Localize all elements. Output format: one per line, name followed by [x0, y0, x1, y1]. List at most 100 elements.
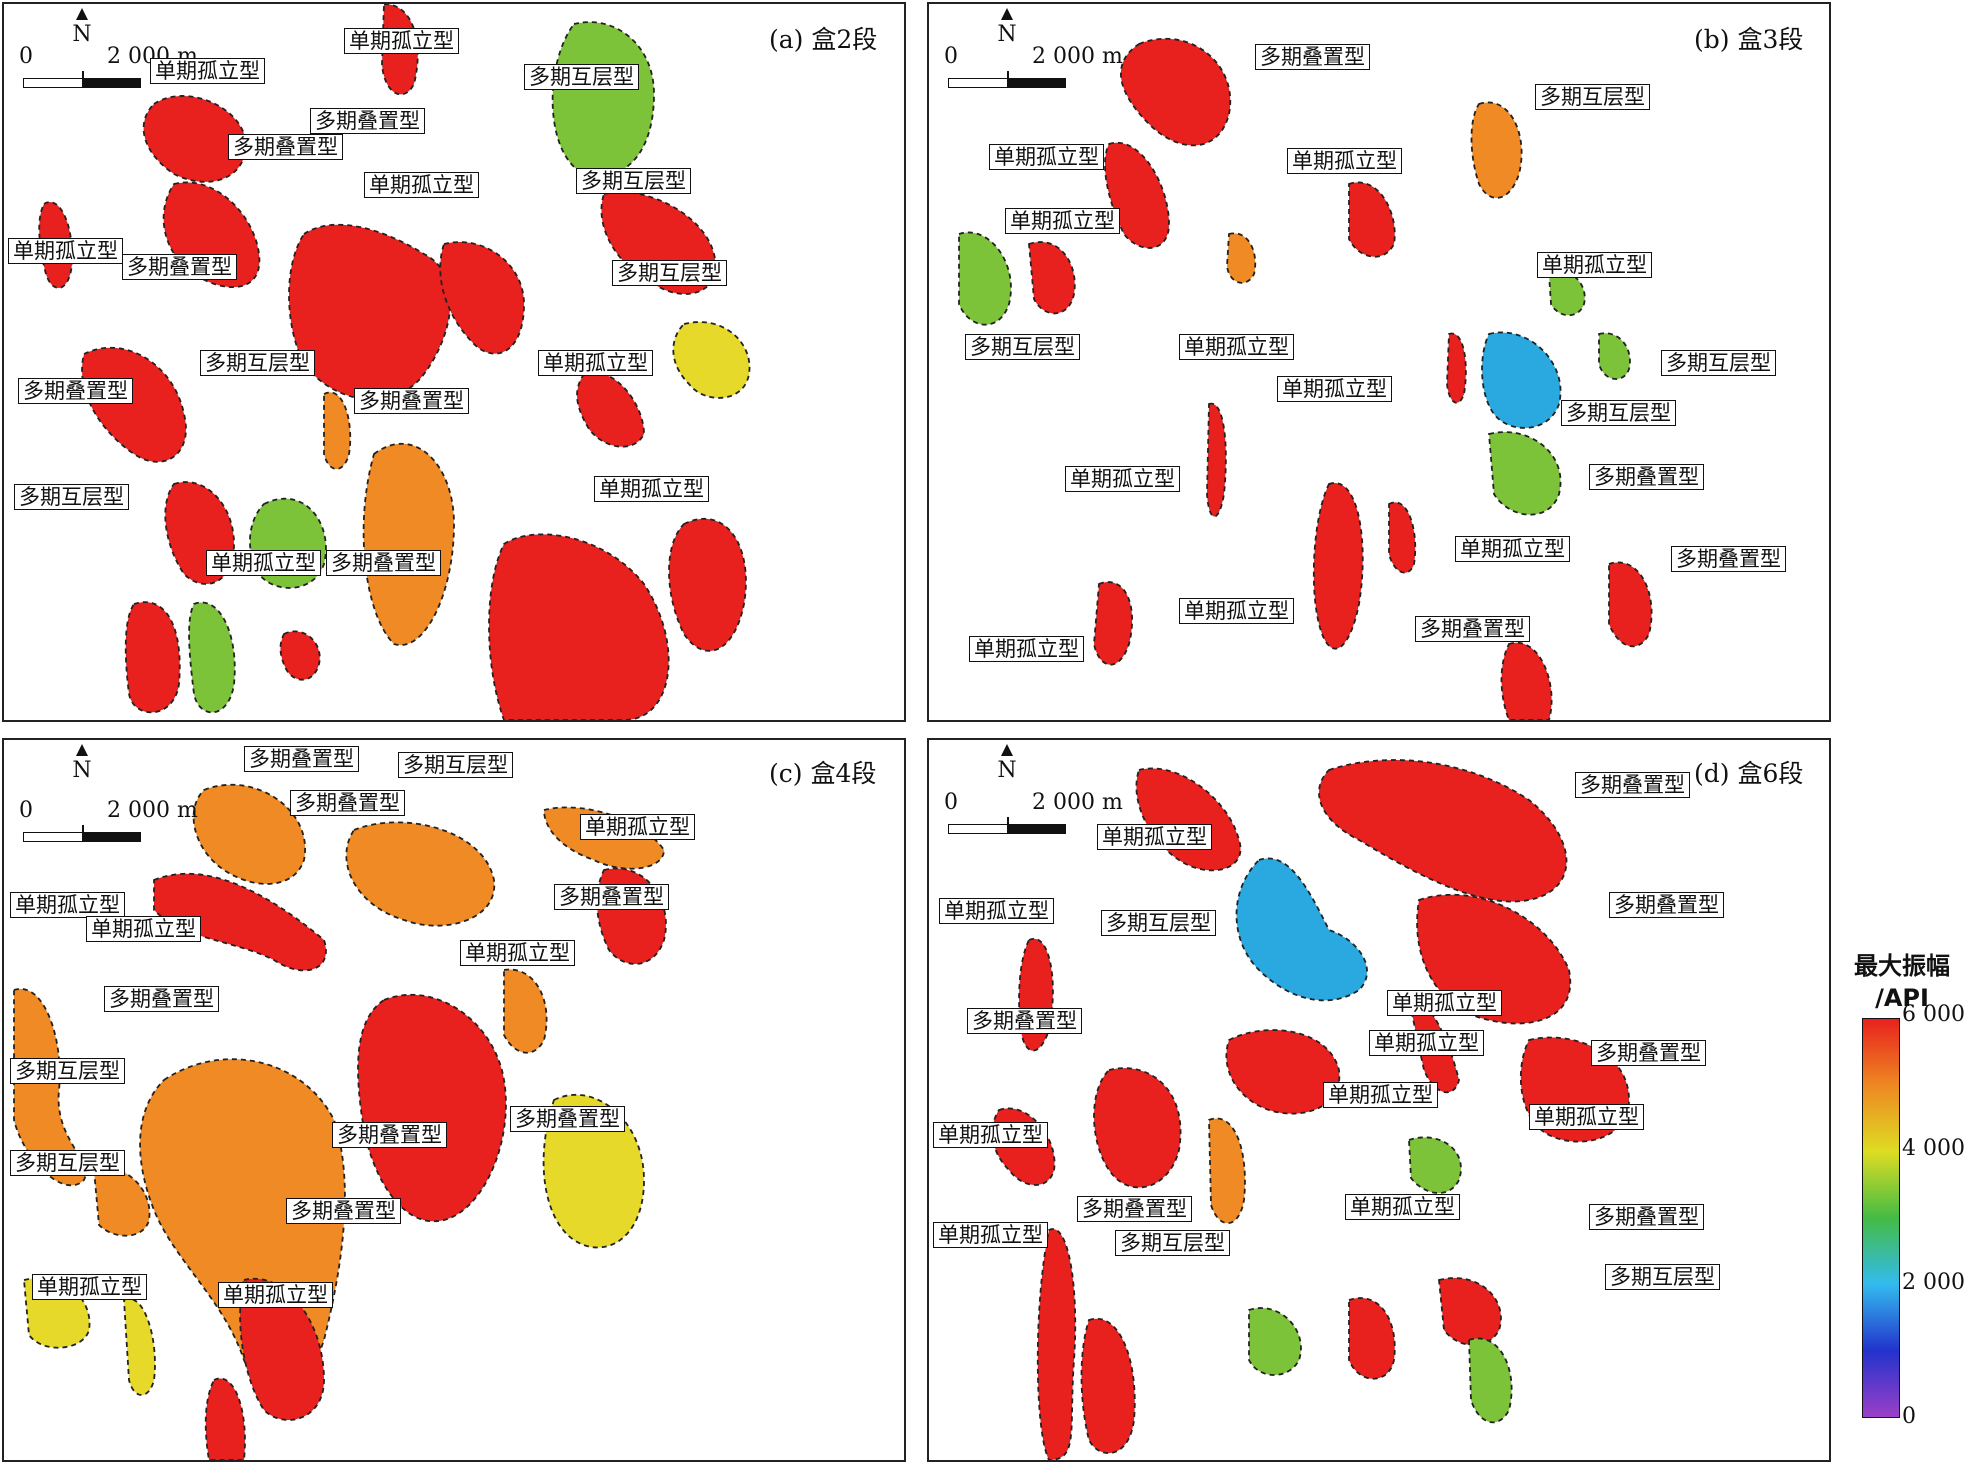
sand-body	[345, 821, 495, 927]
map-label: 多期互层型	[1115, 1230, 1230, 1256]
map-label: 多期叠置型	[104, 986, 219, 1012]
sand-body	[1500, 641, 1553, 720]
map-label: 多期叠置型	[354, 388, 469, 414]
sand-body	[1608, 561, 1653, 648]
map-label: 多期叠置型	[510, 1106, 625, 1132]
map-label: 单期孤立型	[218, 1282, 333, 1308]
map-label: 单期孤立型	[8, 238, 123, 264]
map-label: 多期叠置型	[1255, 44, 1370, 70]
scale-bar: 0 2 000 m	[944, 44, 1123, 90]
map-label: 单期孤立型	[1179, 334, 1294, 360]
map-label: 多期叠置型	[1575, 772, 1690, 798]
scale-distance: 2 000 m	[107, 798, 198, 823]
sand-body	[542, 1093, 645, 1249]
map-label: 单期孤立型	[1005, 208, 1120, 234]
north-arrow-icon	[1001, 744, 1013, 756]
sand-body	[323, 391, 352, 470]
map-label: 多期叠置型	[18, 378, 133, 404]
map-label: 多期叠置型	[967, 1008, 1082, 1034]
map-label: 多期叠置型	[122, 254, 237, 280]
north-arrow-icon	[1001, 8, 1013, 20]
sand-body	[81, 346, 187, 463]
sand-body	[1348, 1297, 1396, 1380]
sand-body	[357, 994, 507, 1223]
sand-body	[551, 21, 655, 177]
map-label: 单期孤立型	[10, 892, 125, 918]
panel-b: (b) 盒3段 N 0 2 000 m 多期叠置型 多期互层型 单期孤立型 单期…	[927, 2, 1831, 722]
map-label: 单期孤立型	[939, 898, 1054, 924]
sand-body	[1348, 181, 1396, 258]
north-arrow: N	[997, 744, 1017, 783]
map-label: 单期孤立型	[1345, 1194, 1460, 1220]
map-label: 单期孤立型	[1323, 1082, 1438, 1108]
sand-body	[1470, 101, 1523, 199]
map-label: 多期互层型	[1101, 910, 1216, 936]
panel-a: (a) 盒2段 N 0 2 000 m 单期孤立型 单期孤立型 多期叠置型 多期…	[2, 2, 906, 722]
sand-body	[1488, 431, 1562, 516]
sand-body	[1446, 332, 1467, 404]
north-label: N	[72, 22, 92, 47]
map-label: 单期孤立型	[594, 476, 709, 502]
sand-body	[1438, 1277, 1502, 1346]
map-label: 单期孤立型	[538, 350, 653, 376]
map-label: 单期孤立型	[1287, 148, 1402, 174]
map-label: 多期互层型	[14, 484, 129, 510]
map-label: 多期叠置型	[326, 550, 441, 576]
sand-body	[1468, 1337, 1513, 1424]
colorbar-title-line2: /API	[1875, 984, 1929, 1012]
sand-body	[1093, 1067, 1182, 1189]
map-label: 多期互层型	[1661, 350, 1776, 376]
north-arrow-icon	[76, 744, 88, 756]
map-label: 多期叠置型	[332, 1122, 447, 1148]
sand-body	[672, 321, 751, 399]
map-label: 单期孤立型	[1529, 1104, 1644, 1130]
map-label: 多期叠置型	[554, 884, 669, 910]
map-label: 单期孤立型	[969, 636, 1084, 662]
sand-body	[1080, 1317, 1136, 1455]
panel-d-title: (d) 盒6段	[1694, 759, 1804, 788]
scale-zero: 0	[944, 44, 958, 69]
map-label: 单期孤立型	[989, 144, 1104, 170]
map-label: 单期孤立型	[1065, 466, 1180, 492]
scale-bar-graphic	[23, 825, 141, 842]
panel-b-map	[958, 37, 1653, 720]
sand-body	[142, 95, 247, 183]
sand-body	[1135, 767, 1242, 872]
map-label: 多期叠置型	[310, 108, 425, 134]
map-label: 多期互层型	[10, 1150, 125, 1176]
sand-body	[93, 1167, 151, 1237]
map-label: 多期叠置型	[244, 746, 359, 772]
colorbar-gradient	[1862, 1018, 1900, 1418]
map-label: 单期孤立型	[933, 1222, 1048, 1248]
sand-body	[1481, 331, 1562, 429]
sand-body	[1598, 332, 1631, 380]
map-label: 多期叠置型	[228, 134, 343, 160]
panel-a-map	[38, 4, 751, 720]
colorbar-title: 最大振幅 /API	[1836, 950, 1968, 1014]
map-label: 单期孤立型	[1179, 598, 1294, 624]
sand-body	[958, 231, 1012, 326]
colorbar-title-line1: 最大振幅	[1854, 952, 1950, 980]
colorbar-tick: 2 000	[1902, 1270, 1965, 1295]
map-label: 多期叠置型	[1589, 464, 1704, 490]
panel-d: (d) 盒6段 N 0 2 000 m 多期叠置型 单期孤立型 单期孤立型 多期…	[927, 738, 1831, 1462]
map-label: 单期孤立型	[86, 916, 201, 942]
map-label: 单期孤立型	[1455, 536, 1570, 562]
sand-body	[1388, 501, 1417, 574]
sand-body	[1093, 581, 1133, 666]
panel-c: (c) 盒4段 N 0 2 000 m 多期叠置型 多期互层型 多期叠置型 单期…	[2, 738, 906, 1462]
scale-bar-graphic	[948, 817, 1066, 834]
sand-body	[192, 784, 306, 885]
scale-zero: 0	[944, 790, 958, 815]
sand-body	[123, 1297, 156, 1396]
scale-zero: 0	[19, 44, 33, 69]
scale-bar: 0 2 000 m	[19, 798, 198, 844]
sand-body	[439, 241, 525, 355]
map-label: 单期孤立型	[933, 1122, 1048, 1148]
map-label: 单期孤立型	[1277, 376, 1392, 402]
scale-bar: 0 2 000 m	[19, 44, 198, 90]
sand-body	[1548, 270, 1586, 317]
map-label: 单期孤立型	[364, 172, 479, 198]
panel-a-title: (a) 盒2段	[769, 25, 878, 54]
north-label: N	[997, 758, 1017, 783]
